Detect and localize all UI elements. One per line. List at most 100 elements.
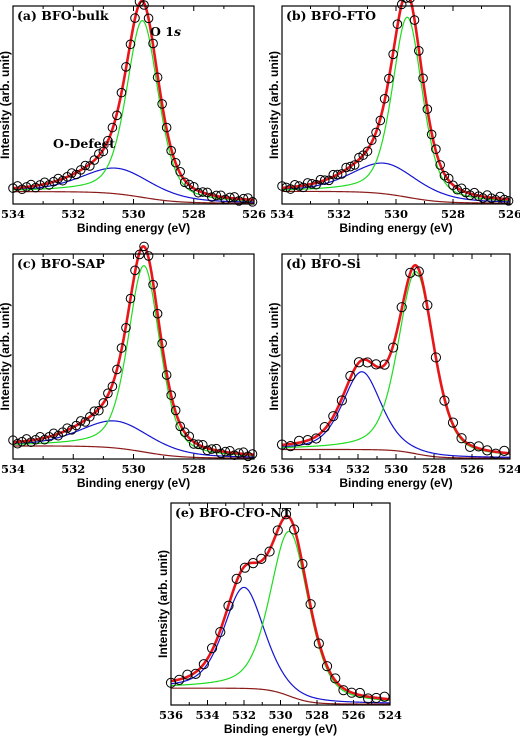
data-point [107, 122, 118, 133]
fit-envelope-e [170, 514, 391, 701]
data-point [371, 127, 381, 138]
data-point [430, 352, 441, 363]
data-point [345, 370, 356, 382]
data-point [193, 439, 204, 450]
data-point [332, 169, 343, 180]
x-tick-label: 534 [195, 708, 219, 722]
x-tick-label: 534 [270, 207, 294, 221]
data-point [426, 129, 437, 140]
data-point [17, 184, 27, 195]
data-point [305, 599, 316, 610]
data-point [188, 439, 199, 449]
panel-title-e: (e) BFO-CFO-NT [175, 505, 292, 520]
data-point [152, 308, 163, 319]
fit-envelope-c [12, 244, 255, 456]
x-tick-label: 530 [268, 708, 292, 722]
data-point [405, 267, 416, 278]
data-point [264, 546, 275, 557]
data-point [431, 144, 441, 154]
x-tick-label: 532 [327, 207, 351, 221]
data-point [371, 692, 382, 704]
x-tick-label: 534 [1, 462, 25, 476]
data-point [139, 0, 149, 10]
data-point [418, 73, 428, 84]
data-point [452, 184, 463, 195]
o-defect-peak-e [170, 586, 391, 704]
data-point [256, 553, 267, 564]
data-point [157, 338, 167, 349]
data-point [89, 406, 100, 416]
x-tick-label: 528 [305, 708, 329, 722]
data-point [166, 145, 176, 156]
data-point [207, 192, 217, 202]
data-point [272, 525, 283, 536]
data-point [216, 448, 226, 459]
data-point [285, 441, 296, 452]
x-tick-label: 528 [422, 462, 446, 476]
data-point [422, 104, 433, 114]
data-point [379, 691, 390, 702]
data-point [170, 157, 181, 168]
data-point [243, 451, 253, 462]
data-point [170, 405, 181, 416]
x-tick-label: 528 [182, 207, 206, 221]
data-point [89, 155, 100, 165]
x-tick-label: 526 [498, 207, 520, 221]
data-point [62, 423, 73, 433]
data-point [94, 405, 104, 416]
data-point [384, 73, 394, 84]
data-point [375, 115, 386, 126]
x-tick-label: 526 [242, 462, 266, 476]
chart-panel-c: 534 532 530 528 526 (c) BFO-SAP Binding energy… [0, 241, 266, 490]
data-point [401, 0, 411, 3]
data-point [166, 390, 176, 400]
data-point [388, 342, 399, 353]
data-point [175, 421, 185, 432]
chart-panel-d: 536 534 532 530 528 526 524 (d) BFO-Si Binding e… [267, 253, 520, 490]
x-tick-label: 530 [121, 207, 145, 221]
x-tick-label: 530 [384, 207, 408, 221]
data-point [247, 449, 258, 459]
data-point [143, 251, 154, 261]
data-point [465, 441, 476, 452]
data-point [125, 293, 136, 304]
data-point [112, 364, 122, 375]
y-axis-label-c: Intensity (arb. unit) [0, 302, 12, 410]
data-point [53, 173, 63, 184]
data-point [307, 179, 317, 189]
data-point [215, 626, 226, 638]
data-point [362, 146, 373, 157]
data-point [121, 322, 131, 333]
x-tick-label: 532 [61, 207, 85, 221]
x-axis-label-d: Binding energy (eV) [339, 476, 452, 490]
data-point [290, 180, 300, 190]
panel-title-a: (a) BFO-bulk [17, 8, 109, 23]
data-point [499, 445, 510, 456]
x-tick-label: 530 [384, 462, 408, 476]
data-point [174, 674, 185, 685]
x-tick-label: 524 [498, 462, 520, 476]
data-point [202, 445, 213, 456]
data-point [130, 265, 140, 276]
data-point [197, 187, 208, 197]
data-point [148, 38, 158, 49]
data-point [148, 279, 158, 290]
x-tick-label: 526 [341, 708, 365, 722]
y-axis-label-d: Intensity (arb. unit) [267, 302, 281, 410]
data-point [409, 15, 420, 25]
x-tick-label: 530 [121, 462, 145, 476]
x-tick-label: 536 [159, 708, 183, 722]
data-point [116, 87, 127, 98]
data-point [238, 193, 249, 204]
data-point [370, 359, 382, 370]
plot-frame-e [170, 502, 391, 706]
data-point [294, 435, 305, 446]
o1s-peak-a [12, 19, 255, 202]
data-point [405, 0, 415, 3]
annotation-o1s: O 1s [150, 24, 181, 39]
data-point [125, 39, 136, 50]
x-tick-label: 534 [1, 207, 25, 221]
x-tick-label: 528 [182, 462, 206, 476]
data-point [503, 196, 514, 206]
data-point [103, 388, 113, 399]
